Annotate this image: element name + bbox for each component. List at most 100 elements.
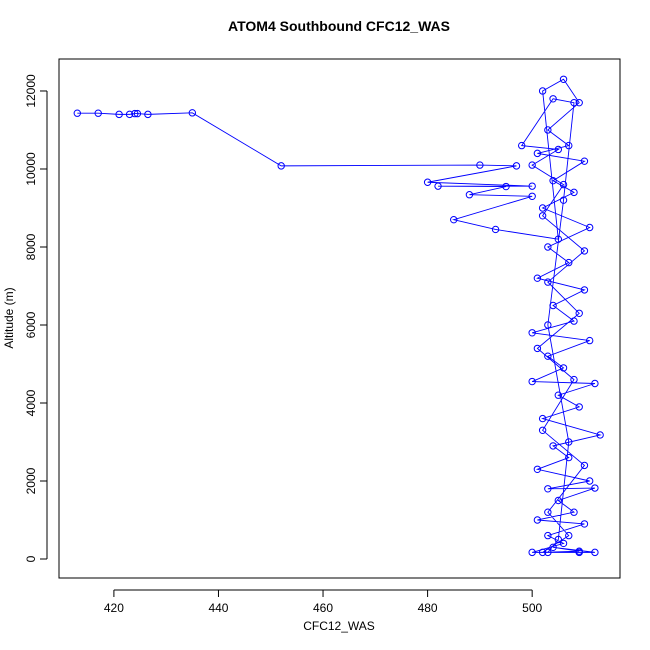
data-point <box>518 141 526 150</box>
data-point <box>570 98 578 107</box>
data-point <box>528 377 536 386</box>
data-point <box>554 235 563 243</box>
data-point <box>554 535 563 544</box>
data-point <box>575 403 583 411</box>
data-point <box>549 442 557 450</box>
data-point <box>131 109 139 118</box>
x-tick-label: 460 <box>313 601 333 615</box>
data-point <box>580 461 589 470</box>
data-point <box>554 145 563 154</box>
data-point <box>575 309 583 317</box>
data-point <box>559 364 568 372</box>
data-point <box>538 212 547 220</box>
data-point <box>585 336 594 345</box>
data-point <box>544 548 552 557</box>
y-tick-label: 4000 <box>24 389 38 416</box>
data-point <box>544 243 552 251</box>
data-point <box>544 126 552 134</box>
data-point <box>533 344 542 353</box>
data-point <box>188 109 197 117</box>
data-point <box>585 477 594 485</box>
data-point <box>538 87 547 95</box>
data-point <box>538 548 547 557</box>
data-point <box>533 149 542 158</box>
data-point <box>533 516 542 524</box>
x-tick-label: 420 <box>104 601 124 615</box>
y-tick-label: 10000 <box>24 152 38 186</box>
data-point <box>549 543 557 552</box>
data-point <box>544 321 552 329</box>
data-point <box>538 426 547 434</box>
y-axis-label: Altitude (m) <box>2 287 16 348</box>
data-point <box>73 109 81 117</box>
data-point <box>434 182 442 190</box>
y-tick-label: 12000 <box>24 74 38 108</box>
x-tick-label: 480 <box>418 601 438 615</box>
data-point <box>115 110 123 119</box>
data-point <box>538 204 547 212</box>
y-tick-label: 2000 <box>24 467 38 494</box>
y-tick-label: 0 <box>24 555 38 562</box>
series-line <box>77 78 602 553</box>
data-point <box>565 438 573 446</box>
data-point <box>565 141 573 150</box>
plot-box <box>58 58 621 579</box>
data-point <box>533 465 542 474</box>
data-point <box>580 247 589 255</box>
y-tick-label: 6000 <box>24 311 38 338</box>
data-point <box>476 161 484 169</box>
data-point <box>528 548 536 557</box>
data-point <box>133 109 142 118</box>
data-point <box>94 109 102 117</box>
x-axis-label: CFC12_WAS <box>303 619 375 633</box>
data-point <box>512 162 521 170</box>
data-point <box>554 391 563 399</box>
chart-title: ATOM4 Southbound CFC12_WAS <box>228 18 450 34</box>
data-point <box>570 188 578 197</box>
data-point <box>423 178 432 186</box>
data-point <box>575 548 583 557</box>
data-point <box>450 215 458 224</box>
data-point <box>575 98 583 107</box>
data-point <box>591 484 599 492</box>
data-point <box>544 352 552 360</box>
data-point <box>559 196 568 204</box>
data-point <box>538 414 547 423</box>
data-point <box>596 431 604 439</box>
data-point <box>544 278 552 286</box>
data-point <box>570 317 578 325</box>
data-point <box>565 531 573 540</box>
data-point <box>544 485 552 493</box>
data-point <box>549 95 557 103</box>
data-point <box>585 223 594 232</box>
data-point <box>144 110 152 119</box>
data-point <box>528 192 536 200</box>
data-point <box>502 182 510 191</box>
data-point <box>559 75 568 83</box>
data-point <box>491 225 500 234</box>
data-point <box>565 453 573 462</box>
data-point <box>533 274 542 282</box>
x-tick-label: 500 <box>522 601 542 615</box>
data-point <box>125 110 134 119</box>
data-point <box>528 182 536 190</box>
data-point <box>554 496 563 505</box>
x-tick-label: 440 <box>208 601 228 615</box>
data-point <box>544 531 552 540</box>
data-point <box>465 191 474 199</box>
data-point <box>277 162 285 170</box>
data-point <box>591 379 599 388</box>
data-point <box>565 258 573 267</box>
data-point <box>570 375 578 384</box>
data-point <box>559 180 568 189</box>
data-point <box>559 539 568 548</box>
data-point <box>549 301 557 310</box>
data-point <box>580 157 589 165</box>
data-point <box>549 176 557 185</box>
data-point <box>580 520 589 528</box>
data-point <box>528 161 536 169</box>
data-point <box>580 286 589 294</box>
data-point <box>570 508 578 516</box>
data-point <box>591 548 599 557</box>
